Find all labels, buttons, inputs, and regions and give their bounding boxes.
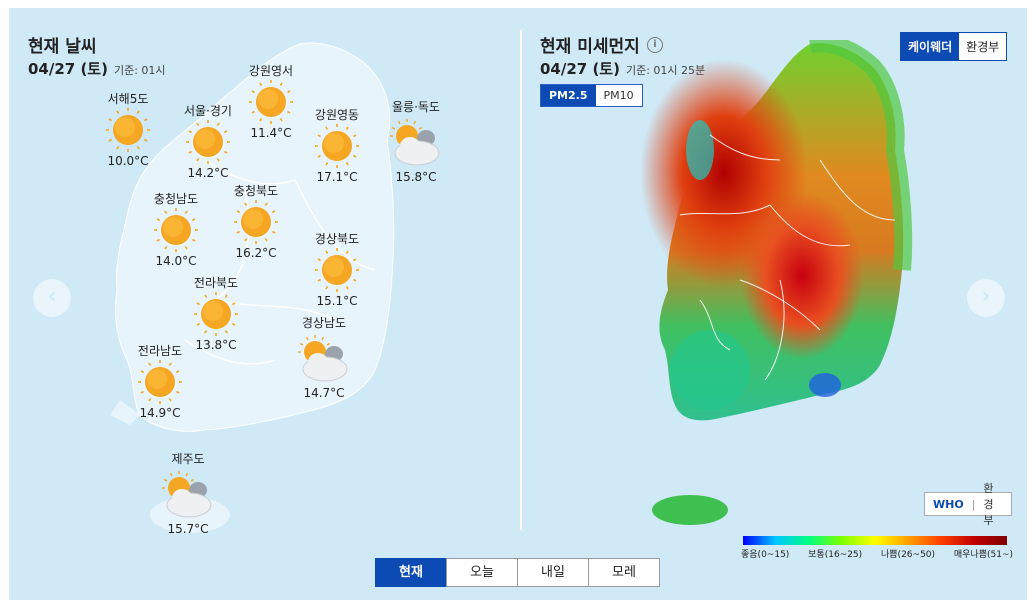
- dust-title: 현재 미세먼지: [540, 37, 640, 57]
- sun-icon: [234, 200, 278, 244]
- env-ministry-standard-button[interactable]: 환경부: [983, 482, 994, 527]
- station-5[interactable]: 충청남도 14.0°C: [136, 190, 216, 268]
- legend-very-bad: 매우나쁨(51~): [953, 550, 1013, 560]
- tab-today[interactable]: 오늘: [446, 558, 518, 587]
- station-name: 서해5도: [107, 92, 149, 106]
- station-4[interactable]: 울릉·독도 15.8°C: [376, 98, 456, 184]
- station-name: 충청북도: [233, 184, 279, 198]
- sun-icon: [186, 120, 230, 164]
- weather-date: 04/27 (토) 기준: 01시: [28, 60, 166, 78]
- station-temp: 11.4°C: [250, 126, 292, 140]
- sun-icon: [249, 80, 293, 124]
- station-name: 제주도: [171, 452, 205, 466]
- source-bottom-toggle: WHO | 환경부: [924, 482, 1012, 527]
- legend-normal: 보통(16~25): [808, 550, 863, 560]
- station-temp: 14.0°C: [155, 254, 197, 268]
- korea-map-dust: [640, 40, 920, 525]
- station-temp: 14.9°C: [139, 406, 181, 420]
- sun-icon: [194, 292, 238, 336]
- prev-arrow-button[interactable]: ‹: [33, 279, 71, 317]
- weather-title: 현재 날씨: [28, 37, 97, 57]
- station-11[interactable]: 제주도 15.7°C: [148, 450, 228, 536]
- station-0[interactable]: 서해5도 10.0°C: [88, 90, 168, 168]
- station-9[interactable]: 경상남도 14.7°C: [284, 314, 364, 400]
- sun-icon: [154, 208, 198, 252]
- station-name: 강원영동: [314, 108, 360, 122]
- tab-tomorrow[interactable]: 내일: [517, 558, 589, 587]
- legend-good: 좋음(0~15): [741, 550, 790, 560]
- sun-icon: [315, 124, 359, 168]
- legend-bad: 나쁨(26~50): [881, 550, 936, 560]
- next-arrow-button[interactable]: ›: [967, 279, 1005, 317]
- panel-divider: [520, 30, 522, 530]
- station-temp: 13.8°C: [195, 338, 237, 352]
- station-temp: 10.0°C: [107, 154, 149, 168]
- weather-base-time: 기준: 01시: [113, 64, 166, 77]
- station-6[interactable]: 충청북도 16.2°C: [216, 182, 296, 260]
- station-name: 경상남도: [301, 316, 347, 330]
- station-name: 서울·경기: [184, 104, 232, 118]
- station-temp: 17.1°C: [316, 170, 358, 184]
- sun-icon: [315, 248, 359, 292]
- pm10-button[interactable]: PM10: [595, 85, 642, 106]
- station-3[interactable]: 강원영동 17.1°C: [297, 106, 377, 184]
- station-7[interactable]: 경상북도 15.1°C: [297, 230, 377, 308]
- pm-toggle: PM2.5 PM10: [540, 84, 643, 107]
- dust-legend-bar: [743, 536, 1007, 545]
- partly-cloudy-icon: [298, 335, 348, 382]
- station-temp: 16.2°C: [235, 246, 277, 260]
- partly-cloudy-icon: [390, 119, 440, 166]
- who-button[interactable]: WHO: [933, 497, 964, 511]
- station-name: 전라남도: [137, 344, 183, 358]
- station-10[interactable]: 전라남도 14.9°C: [120, 342, 200, 420]
- sun-icon: [106, 108, 150, 152]
- pm25-button[interactable]: PM2.5: [541, 85, 596, 106]
- station-temp: 15.8°C: [395, 170, 437, 184]
- tab-now[interactable]: 현재: [375, 558, 447, 587]
- partly-cloudy-icon: [162, 471, 212, 518]
- station-8[interactable]: 전라북도 13.8°C: [176, 274, 256, 352]
- station-1[interactable]: 서울·경기 14.2°C: [168, 102, 248, 180]
- station-name: 경상북도: [314, 232, 360, 246]
- station-name: 강원영서: [248, 64, 294, 78]
- dust-legend-labels: 좋음(0~15) 보통(16~25) 나쁨(26~50) 매우나쁨(51~): [741, 547, 1013, 560]
- station-name: 충청남도: [153, 192, 199, 206]
- sun-icon: [138, 360, 182, 404]
- source-toggle: 케이웨더 환경부: [900, 32, 1008, 61]
- station-temp: 15.7°C: [167, 522, 209, 536]
- station-temp: 14.7°C: [303, 386, 345, 400]
- station-2[interactable]: 강원영서 11.4°C: [231, 62, 311, 140]
- station-temp: 14.2°C: [187, 166, 229, 180]
- day-tabs: 현재 오늘 내일 모레: [375, 558, 660, 587]
- env-ministry-button[interactable]: 환경부: [959, 33, 1007, 60]
- station-name: 전라북도: [193, 276, 239, 290]
- station-temp: 15.1°C: [316, 294, 358, 308]
- station-name: 울릉·독도: [392, 100, 440, 114]
- tab-day-after[interactable]: 모레: [588, 558, 660, 587]
